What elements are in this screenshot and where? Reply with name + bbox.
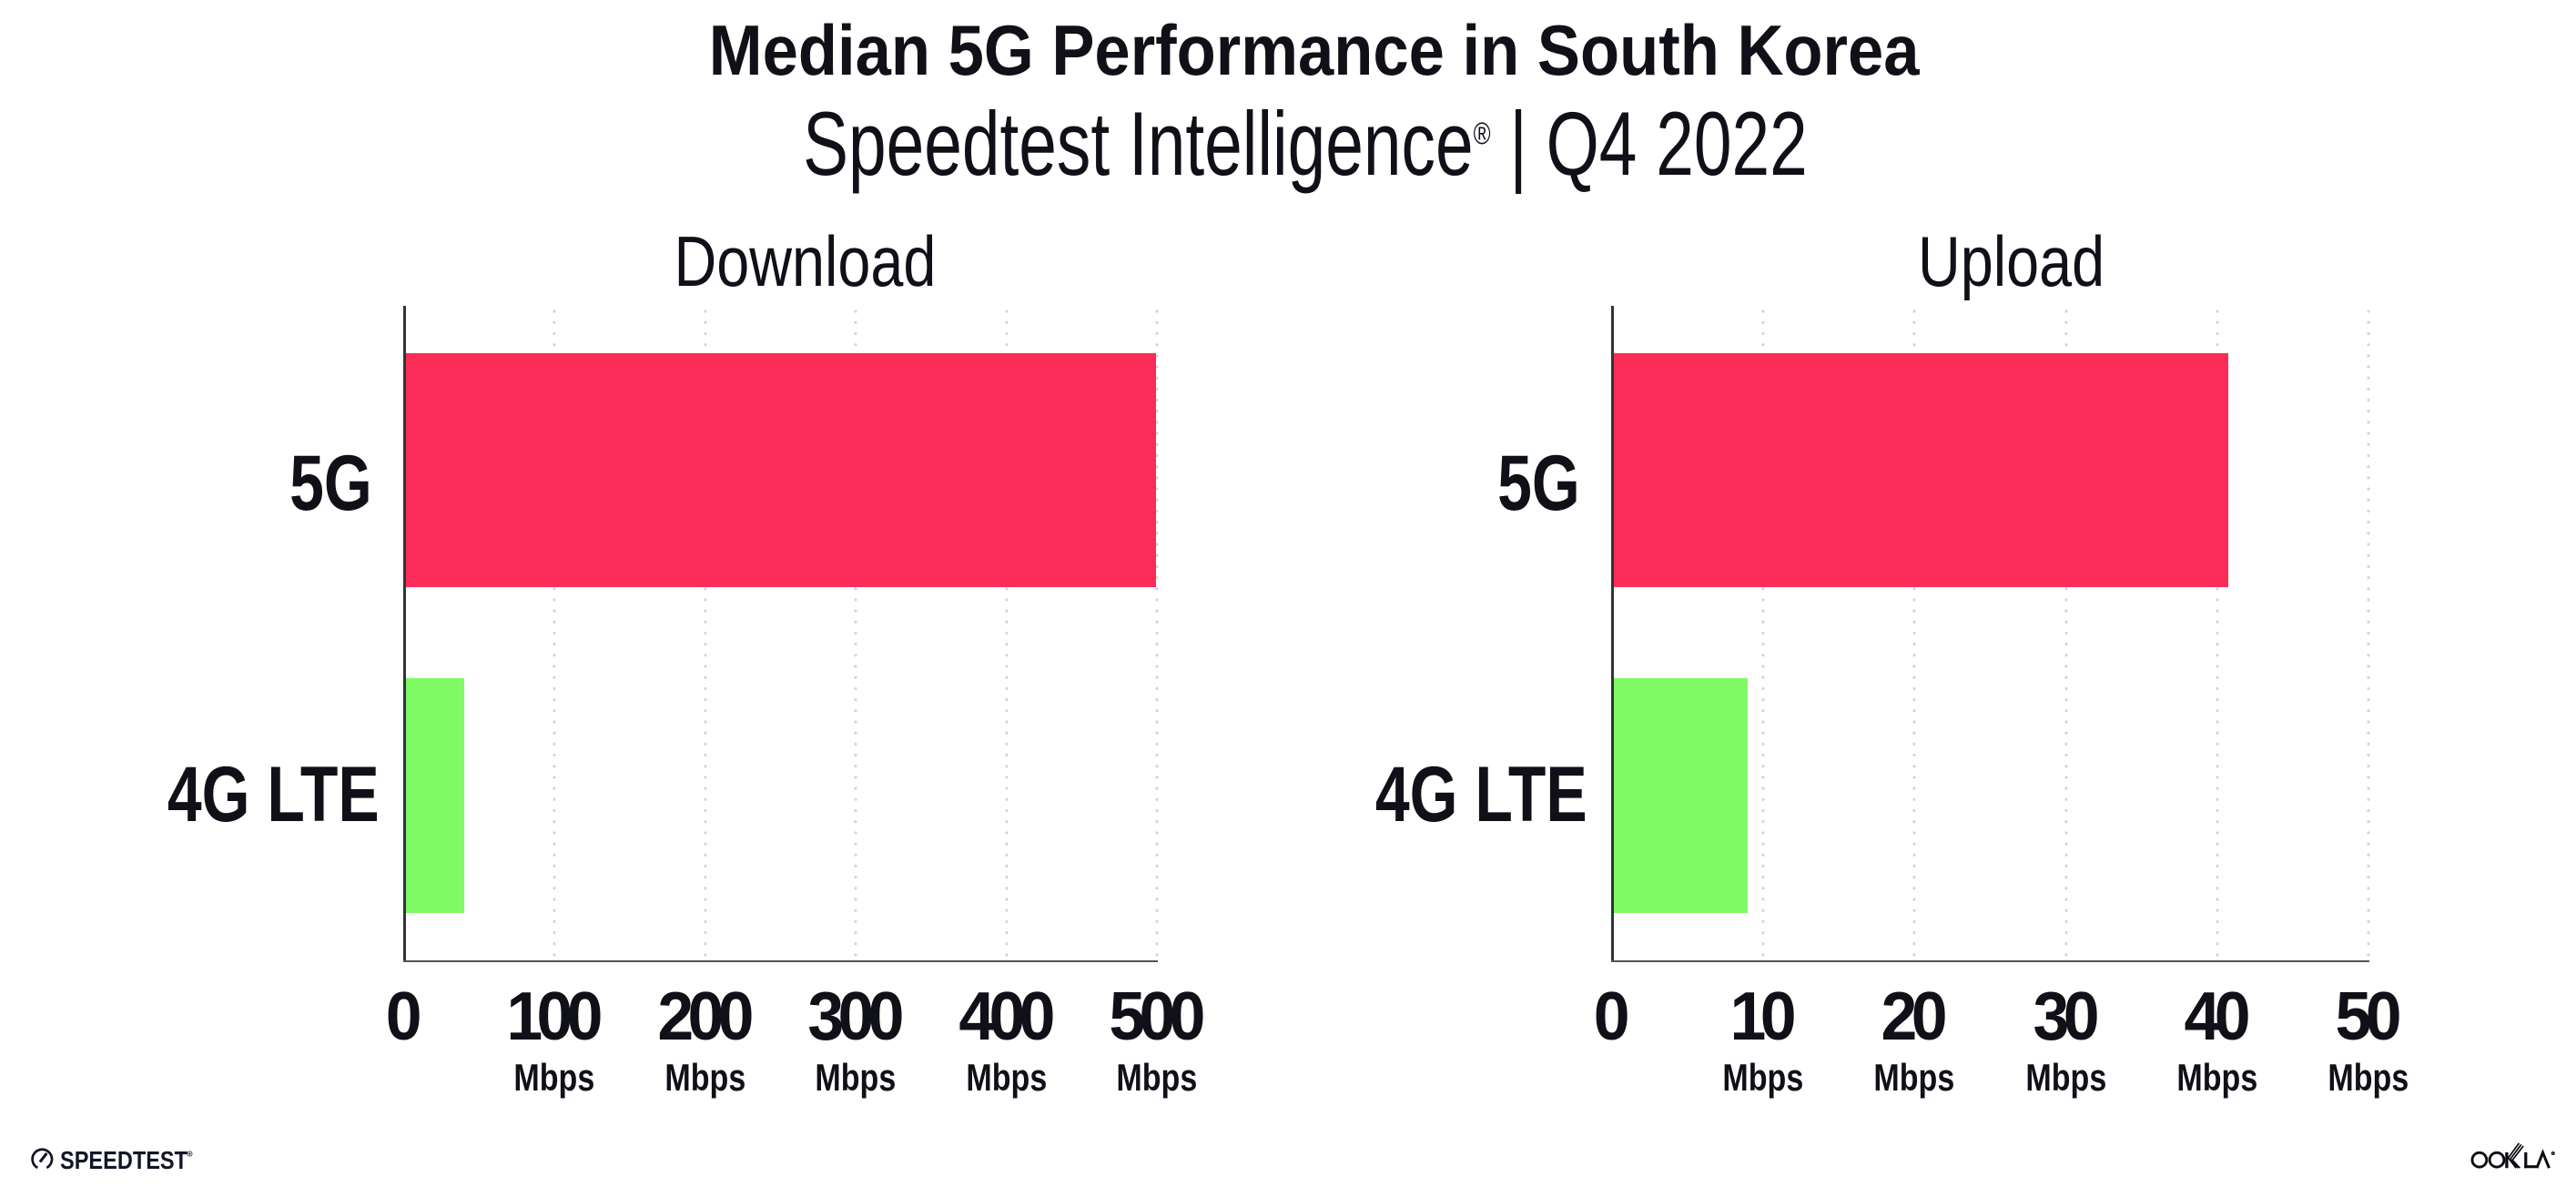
svg-text:SPEEDTEST: SPEEDTEST (60, 1146, 188, 1174)
